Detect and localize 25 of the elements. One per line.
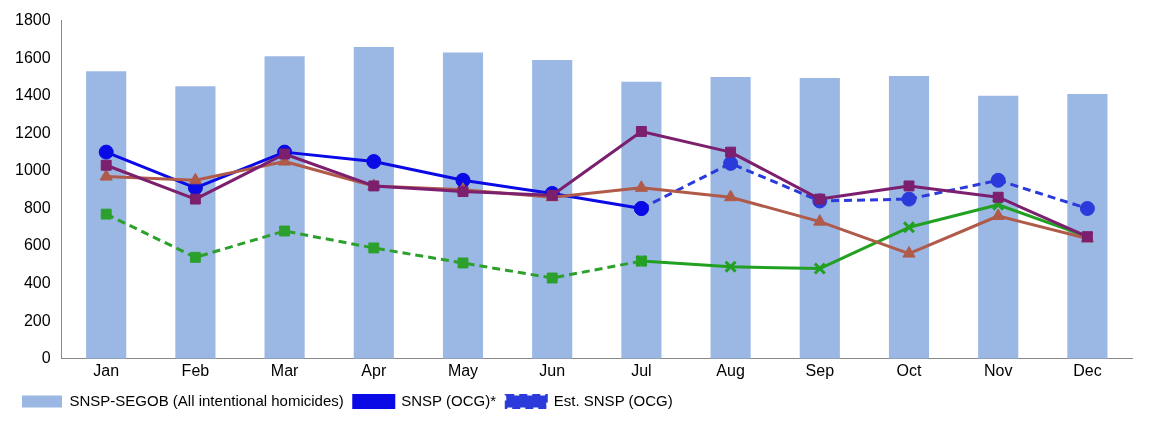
x-tick-label: Mar [270, 361, 300, 379]
y-tick-label: 1400 [15, 86, 51, 104]
y-tick-label: 0 [41, 349, 51, 367]
legend-label: SNSP-SEGOB (All intentional homicides) [69, 391, 344, 409]
x-tick-label: Jun [539, 361, 566, 379]
y-tick-label: 1200 [15, 123, 51, 141]
legend-label: Est. SNSP (OCG) [553, 391, 673, 409]
y-tick-label: 200 [23, 311, 51, 329]
x-tick-label: Apr [361, 361, 387, 379]
x-tick-label: Dec [1073, 361, 1102, 379]
x-tick-label: Jul [631, 361, 652, 379]
y-tick-label: 1800 [15, 11, 51, 29]
x-tick-label: Sep [805, 361, 835, 379]
x-tick-label: Nov [983, 361, 1013, 379]
y-tick-label: 800 [23, 198, 51, 216]
y-tick-label: 600 [23, 236, 51, 254]
x-tick-label: Jan [93, 361, 120, 379]
legend-label: SNSP (OCG)* [401, 391, 497, 409]
y-tick-label: 400 [23, 274, 51, 292]
y-tick-label: 1000 [15, 161, 51, 179]
x-tick-label: Oct [896, 361, 922, 379]
x-tick-label: Aug [716, 361, 745, 379]
y-tick-label: 1600 [15, 48, 51, 66]
x-tick-label: May [447, 361, 479, 379]
x-tick-label: Feb [181, 361, 210, 379]
